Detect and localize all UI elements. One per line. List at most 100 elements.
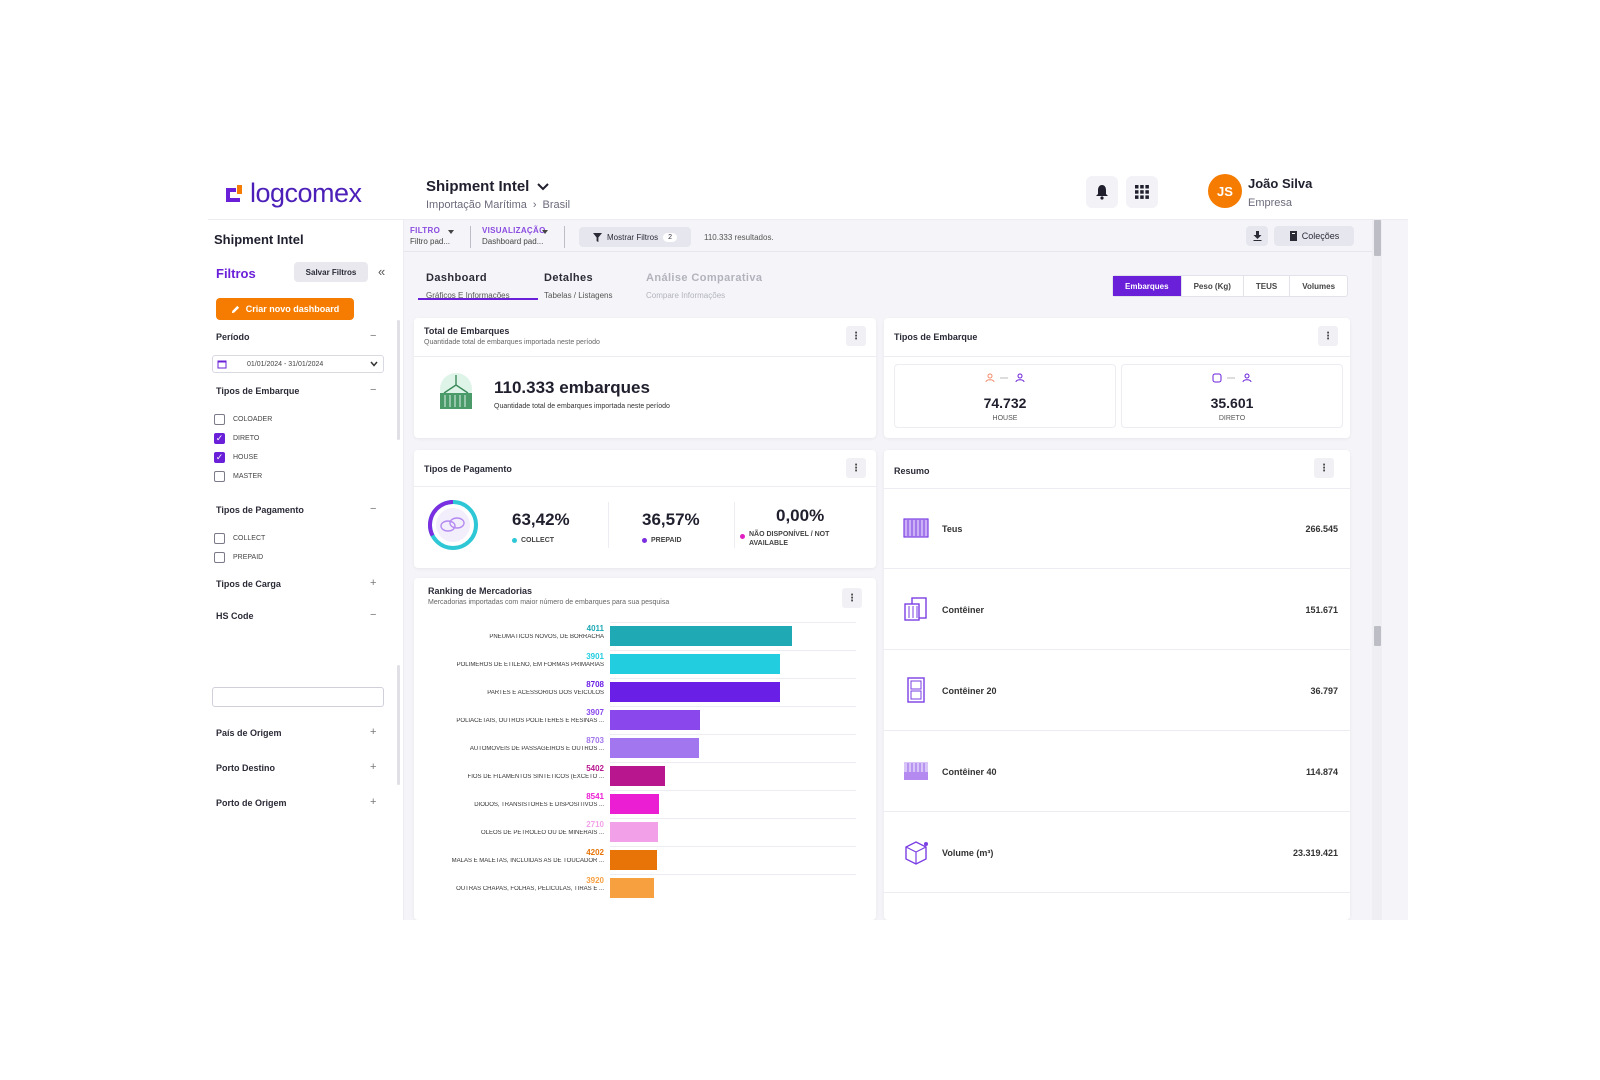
ranking-bar[interactable] <box>610 766 665 786</box>
collapse-sidebar-icon[interactable]: « <box>378 264 386 279</box>
more-options-icon[interactable]: ⋮ <box>1318 326 1338 346</box>
apps-button[interactable] <box>1126 176 1158 208</box>
toggle-teus[interactable]: TEUS <box>1244 276 1291 296</box>
caret-down-icon[interactable] <box>448 230 454 234</box>
card-title: Ranking de Mercadorias <box>428 586 533 596</box>
toggle-embarques[interactable]: Embarques <box>1113 276 1182 296</box>
divider <box>734 502 735 548</box>
app-switcher[interactable]: Shipment Intel Importação Marítima › Bra… <box>426 178 570 211</box>
filter-icon <box>592 232 602 242</box>
shipment-types-toggle[interactable]: − <box>370 384 377 396</box>
checkbox-coloader[interactable]: COLOADER <box>214 414 272 425</box>
more-options-icon[interactable]: ⋮ <box>846 458 866 478</box>
hs-code-label: HS Code <box>216 611 254 621</box>
show-filters-button[interactable]: Mostrar Filtros 2 <box>579 227 691 247</box>
notifications-button[interactable] <box>1086 176 1118 208</box>
toggle-peso[interactable]: Peso (Kg) <box>1182 276 1244 296</box>
scrollbar-thumb[interactable] <box>1374 626 1381 646</box>
checkbox-box-checked[interactable]: ✓ <box>214 452 225 463</box>
ranking-bar[interactable] <box>610 654 780 674</box>
breadcrumb-separator: › <box>532 199 537 211</box>
checkbox-box-checked[interactable]: ✓ <box>214 433 225 444</box>
more-options-icon[interactable]: ⋮ <box>1314 458 1334 478</box>
teu-container-icon <box>903 518 929 538</box>
scrollbar-thumb[interactable] <box>1374 220 1381 256</box>
save-filters-button[interactable]: Salvar Filtros <box>294 262 368 282</box>
checkbox-master[interactable]: MASTER <box>214 471 262 482</box>
payment-types-toggle[interactable]: − <box>370 503 377 515</box>
tab-dashboard[interactable]: Dashboard Gráficos E Informações <box>426 272 510 300</box>
sidebar-scrollbar[interactable] <box>397 320 400 440</box>
caret-down-icon[interactable] <box>542 230 548 234</box>
avatar[interactable]: JS <box>1208 174 1242 208</box>
chevron-down-icon[interactable] <box>537 182 550 191</box>
create-dashboard-button[interactable]: Criar novo dashboard <box>216 298 354 320</box>
chart-gridline <box>610 678 856 679</box>
ranking-bar[interactable] <box>610 682 780 702</box>
ranking-bar[interactable] <box>610 626 792 646</box>
download-button[interactable] <box>1246 226 1268 246</box>
date-range-picker[interactable]: 01/01/2024 - 31/01/2024 <box>212 355 384 373</box>
period-collapse-toggle[interactable]: − <box>370 330 377 342</box>
ranking-card: Ranking de Mercadorias Mercadorias impor… <box>414 578 876 920</box>
ranking-category-label: OUTRAS CHAPAS, FOLHAS, PELÍCULAS, TIRAS … <box>456 886 604 892</box>
summary-row-conteiner-40: Contêiner 40 114.874 <box>884 732 1350 812</box>
breadcrumb-item[interactable]: Brasil <box>542 199 571 211</box>
shipment-type-direto[interactable]: 35.601 DIRETO <box>1121 364 1343 428</box>
shipment-type-house[interactable]: 74.732 HOUSE <box>894 364 1116 428</box>
more-options-icon[interactable]: ⋮ <box>842 588 862 608</box>
chevron-down-icon <box>370 361 378 367</box>
tab-analise-comparativa[interactable]: Análise Comparativa Compare Informações <box>646 272 763 300</box>
hs-code-toggle[interactable]: − <box>370 609 377 621</box>
breadcrumb-item[interactable]: Importação Marítima <box>426 199 527 211</box>
logo-mark-icon <box>226 184 242 202</box>
ranking-category-label: POLÍMEROS DE ETILENO, EM FORMAS PRIMÁRIA… <box>456 662 604 668</box>
tab-detalhes[interactable]: Detalhes Tabelas / Listagens <box>544 272 613 300</box>
main-scrollbar[interactable] <box>1372 220 1382 920</box>
ranking-code-label: 4202 <box>586 848 604 857</box>
checkbox-prepaid[interactable]: PREPAID <box>214 552 263 563</box>
checkbox-box[interactable] <box>214 414 225 425</box>
origin-port-label: Porto de Origem <box>216 798 287 808</box>
ranking-category-label: AUTOMÓVEIS DE PASSAGEIROS E OUTROS ... <box>469 746 604 752</box>
grid-icon <box>1135 185 1149 199</box>
ranking-category-label: FIOS DE FILAMENTOS SINTÉTICOS (EXCETO ..… <box>467 774 604 780</box>
ranking-bar[interactable] <box>610 878 654 898</box>
ranking-bar[interactable] <box>610 738 699 758</box>
view-select[interactable]: Dashboard pad... <box>482 237 544 246</box>
checkbox-house[interactable]: ✓ HOUSE <box>214 452 258 463</box>
more-options-icon[interactable]: ⋮ <box>846 326 866 346</box>
ranking-bar[interactable] <box>610 850 657 870</box>
cargo-types-toggle[interactable]: + <box>370 577 377 589</box>
origin-port-toggle[interactable]: + <box>370 796 377 808</box>
chart-gridline <box>610 790 856 791</box>
checkbox-box[interactable] <box>214 533 225 544</box>
period-section-label: Período <box>216 332 250 342</box>
ranking-bar[interactable] <box>610 794 659 814</box>
checkbox-box[interactable] <box>214 552 225 563</box>
ranking-category-label: MALAS E MALETAS, INCLUÍDAS AS DE TOUCADO… <box>451 858 604 864</box>
checkbox-box[interactable] <box>214 471 225 482</box>
sidebar-scrollbar[interactable] <box>397 665 400 785</box>
chart-gridline <box>610 846 856 847</box>
legend-dot <box>512 538 517 543</box>
breadcrumb: Importação Marítima › Brasil <box>426 199 570 211</box>
destination-port-toggle[interactable]: + <box>370 761 377 773</box>
summary-card: Resumo ⋮ Teus 266.545 Contêiner 151.671 … <box>884 450 1350 920</box>
origin-country-toggle[interactable]: + <box>370 726 377 738</box>
card-subtitle: Mercadorias importadas com maior número … <box>428 599 670 606</box>
ranking-category-label: ÓLEOS DE PETRÓLEO OU DE MINERAIS ... <box>480 830 604 836</box>
collections-button[interactable]: Coleções <box>1274 226 1354 246</box>
hs-code-input[interactable] <box>212 687 384 707</box>
sidebar-title: Shipment Intel <box>214 232 304 247</box>
filter-select[interactable]: Filtro pad... <box>410 237 451 246</box>
checkbox-collect[interactable]: COLLECT <box>214 533 265 544</box>
toggle-volumes[interactable]: Volumes <box>1302 281 1336 291</box>
checkbox-direto[interactable]: ✓ DIRETO <box>214 433 260 444</box>
ranking-bar[interactable] <box>610 822 658 842</box>
ranking-bar[interactable] <box>610 710 700 730</box>
divider <box>414 356 876 357</box>
logo[interactable]: logcomex <box>222 178 362 209</box>
app-window: logcomex Shipment Intel Importação Marít… <box>208 168 1408 920</box>
user-menu[interactable]: João Silva Empresa <box>1248 176 1312 209</box>
